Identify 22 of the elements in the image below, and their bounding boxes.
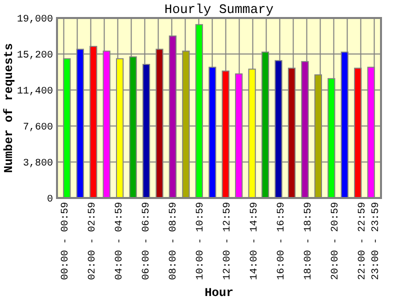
x-tick-label: 12:00 - 12:59 [222, 202, 234, 280]
x-tick-label: 23:00 - 23:59 [370, 202, 382, 280]
y-tick-label: 7,600 [22, 122, 53, 134]
x-tick-label: 08:00 - 08:59 [168, 202, 180, 280]
x-tick-label: 22:00 - 22:59 [357, 202, 368, 280]
x-tick-label: 20:00 - 20:59 [330, 202, 342, 280]
y-tick-label: 3,800 [22, 158, 53, 170]
chart-title: Hourly Summary [164, 2, 274, 17]
x-tick-label: 10:00 - 10:59 [195, 202, 206, 280]
y-tick-label: 15,200 [16, 50, 53, 62]
x-tick-label: 04:00 - 04:59 [114, 202, 126, 280]
y-tick-label: 19,000 [16, 14, 53, 26]
x-tick-label: 00:00 - 00:59 [60, 202, 72, 280]
x-tick-label: 18:00 - 18:59 [303, 202, 314, 280]
x-axis-title: Hour [204, 286, 234, 300]
y-axis-title: Number of requests [2, 43, 16, 173]
x-tick-label: 16:00 - 16:59 [276, 202, 288, 280]
y-tick-label: 0 [46, 194, 53, 206]
x-tick-label: 06:00 - 06:59 [141, 202, 152, 280]
y-tick-label: 11,400 [16, 86, 53, 98]
x-tick-label: 02:00 - 02:59 [87, 202, 98, 280]
x-tick-label: 14:00 - 14:59 [249, 202, 260, 280]
